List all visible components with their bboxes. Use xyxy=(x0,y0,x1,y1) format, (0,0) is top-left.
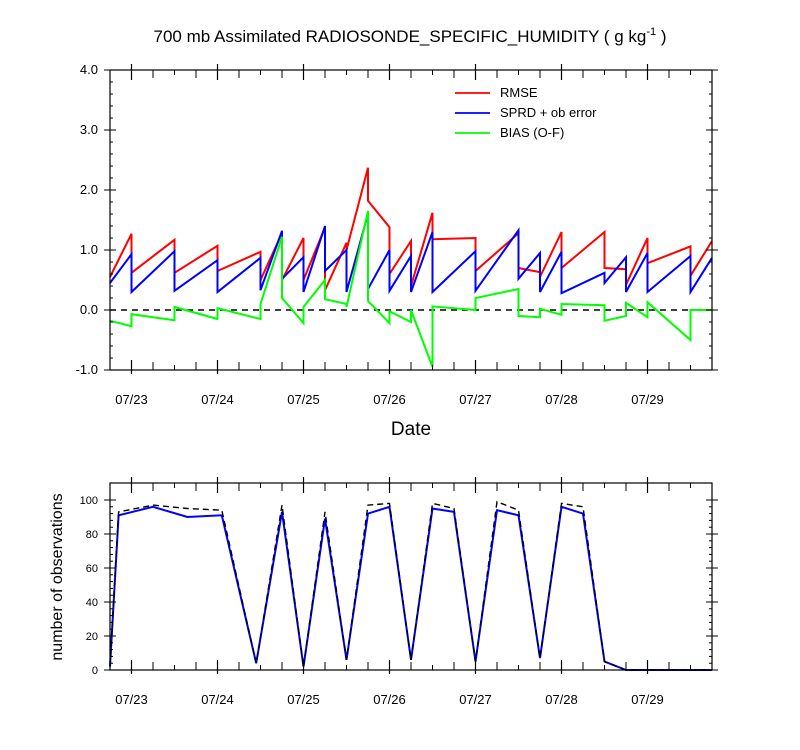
bottom-ytick-label: 60 xyxy=(86,563,98,575)
bottom-ytick-label: 40 xyxy=(86,597,98,609)
top-ytick-label: 1.0 xyxy=(80,242,98,257)
bottom-series-observations-used xyxy=(109,505,712,671)
top-ytick-label: 3.0 xyxy=(80,122,98,137)
top-xtick-label: 07/24 xyxy=(201,392,234,407)
bottom-ytick-label: 80 xyxy=(86,529,98,541)
top-y-axis: -1.0 0.0 1.0 2.0 3.0 4.0 xyxy=(76,62,718,377)
bottom-xtick-label: 07/29 xyxy=(631,692,664,707)
legend-sprd-label: SPRD + ob error xyxy=(500,105,597,120)
y-axis-label: number of observations xyxy=(49,493,66,660)
top-xtick-label: 07/25 xyxy=(287,392,320,407)
bottom-ytick-label: 100 xyxy=(80,495,98,507)
top-ytick-label: 4.0 xyxy=(80,62,98,77)
top-xtick-label: 07/27 xyxy=(459,392,492,407)
top-ytick-label: -1.0 xyxy=(76,362,98,377)
bottom-x-axis: 07/23 07/24 07/25 07/26 07/27 07/28 07/29 xyxy=(109,477,713,707)
top-series-bias-o-f- xyxy=(109,210,712,368)
top-series-group xyxy=(109,167,713,368)
bottom-xtick-label: 07/25 xyxy=(287,692,320,707)
top-panel: 700 mb Assimilated RADIOSONDE_SPECIFIC_H… xyxy=(76,26,718,440)
top-xtick-label: 07/28 xyxy=(545,392,578,407)
top-series-rmse xyxy=(109,167,713,291)
top-ytick-label: 2.0 xyxy=(80,182,98,197)
bottom-ytick-label: 20 xyxy=(86,631,98,643)
bottom-xtick-label: 07/27 xyxy=(459,692,492,707)
bottom-ytick-label: 0 xyxy=(92,665,98,677)
legend-rmse-label: RMSE xyxy=(500,85,538,100)
top-xtick-label: 07/29 xyxy=(631,392,664,407)
bottom-series-observations-possible xyxy=(109,500,712,671)
top-ytick-label: 0.0 xyxy=(80,302,98,317)
legend: RMSE SPRD + ob error BIAS (O-F) xyxy=(455,85,597,140)
top-series-sprd-ob-error xyxy=(109,213,713,296)
top-xtick-label: 07/26 xyxy=(373,392,406,407)
top-xtick-label: 07/23 xyxy=(115,392,148,407)
top-plot-frame xyxy=(109,69,713,371)
bottom-xtick-label: 07/24 xyxy=(201,692,234,707)
bottom-xtick-label: 07/23 xyxy=(115,692,148,707)
bottom-xtick-label: 07/26 xyxy=(373,692,406,707)
chart-title: 700 mb Assimilated RADIOSONDE_SPECIFIC_H… xyxy=(154,26,667,46)
legend-bias-label: BIAS (O-F) xyxy=(500,125,564,140)
x-axis-label: Date xyxy=(391,419,431,440)
bottom-y-axis: 0 20 40 60 80 100 xyxy=(80,495,718,677)
bottom-plot-frame xyxy=(109,482,713,671)
bottom-series-group xyxy=(109,500,712,671)
top-x-axis: 07/23 07/24 07/25 07/26 07/27 07/28 07/29 xyxy=(109,64,713,407)
bottom-xtick-label: 07/28 xyxy=(545,692,578,707)
